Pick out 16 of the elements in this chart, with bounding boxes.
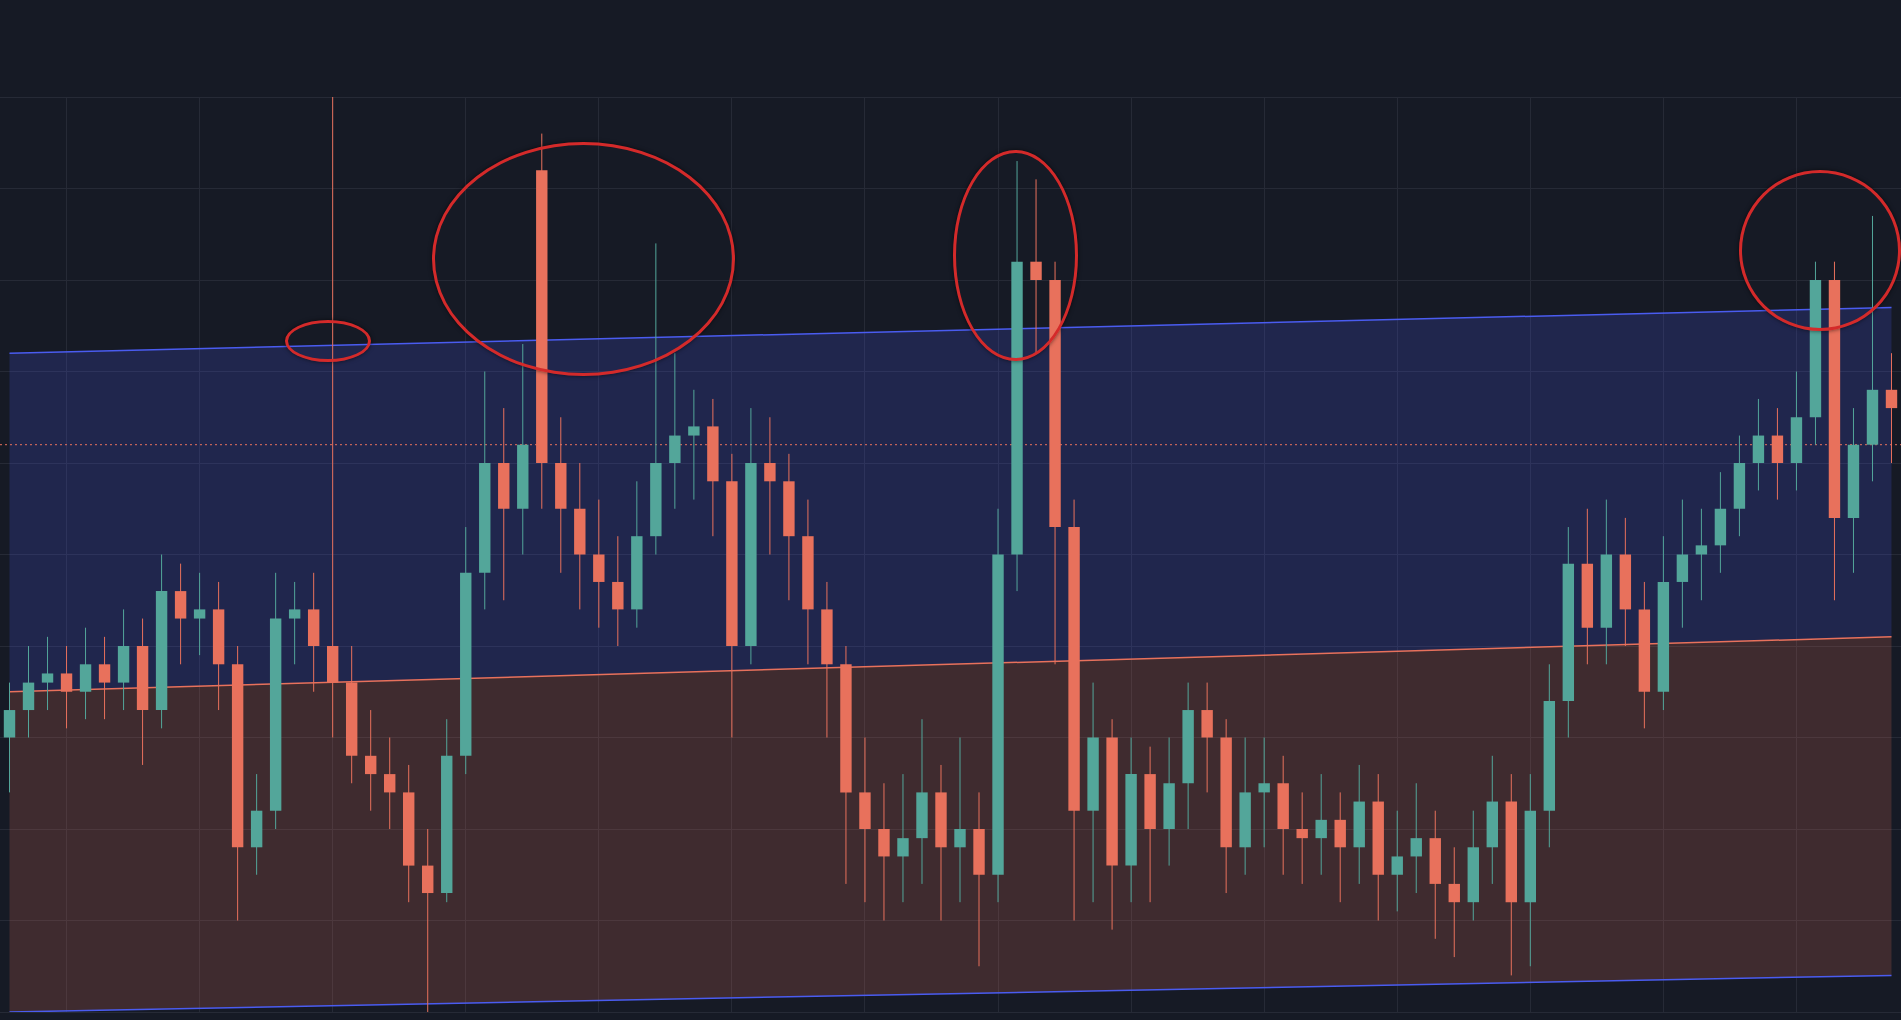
candlestick <box>688 389 700 501</box>
candlestick <box>288 581 301 665</box>
candlestick <box>193 572 206 656</box>
candlestick <box>364 709 377 812</box>
candlestick <box>1448 846 1460 958</box>
candlestick <box>954 737 966 903</box>
candlestick <box>41 636 54 711</box>
candlestick <box>1296 791 1308 885</box>
candlestick <box>897 773 909 903</box>
candlestick <box>1258 737 1270 848</box>
candlestick <box>1391 810 1403 912</box>
candlestick <box>1315 773 1327 876</box>
candlestick <box>1695 508 1708 601</box>
candlestick <box>1410 782 1422 894</box>
candlestick <box>1030 178 1042 354</box>
candlestick <box>384 737 396 830</box>
